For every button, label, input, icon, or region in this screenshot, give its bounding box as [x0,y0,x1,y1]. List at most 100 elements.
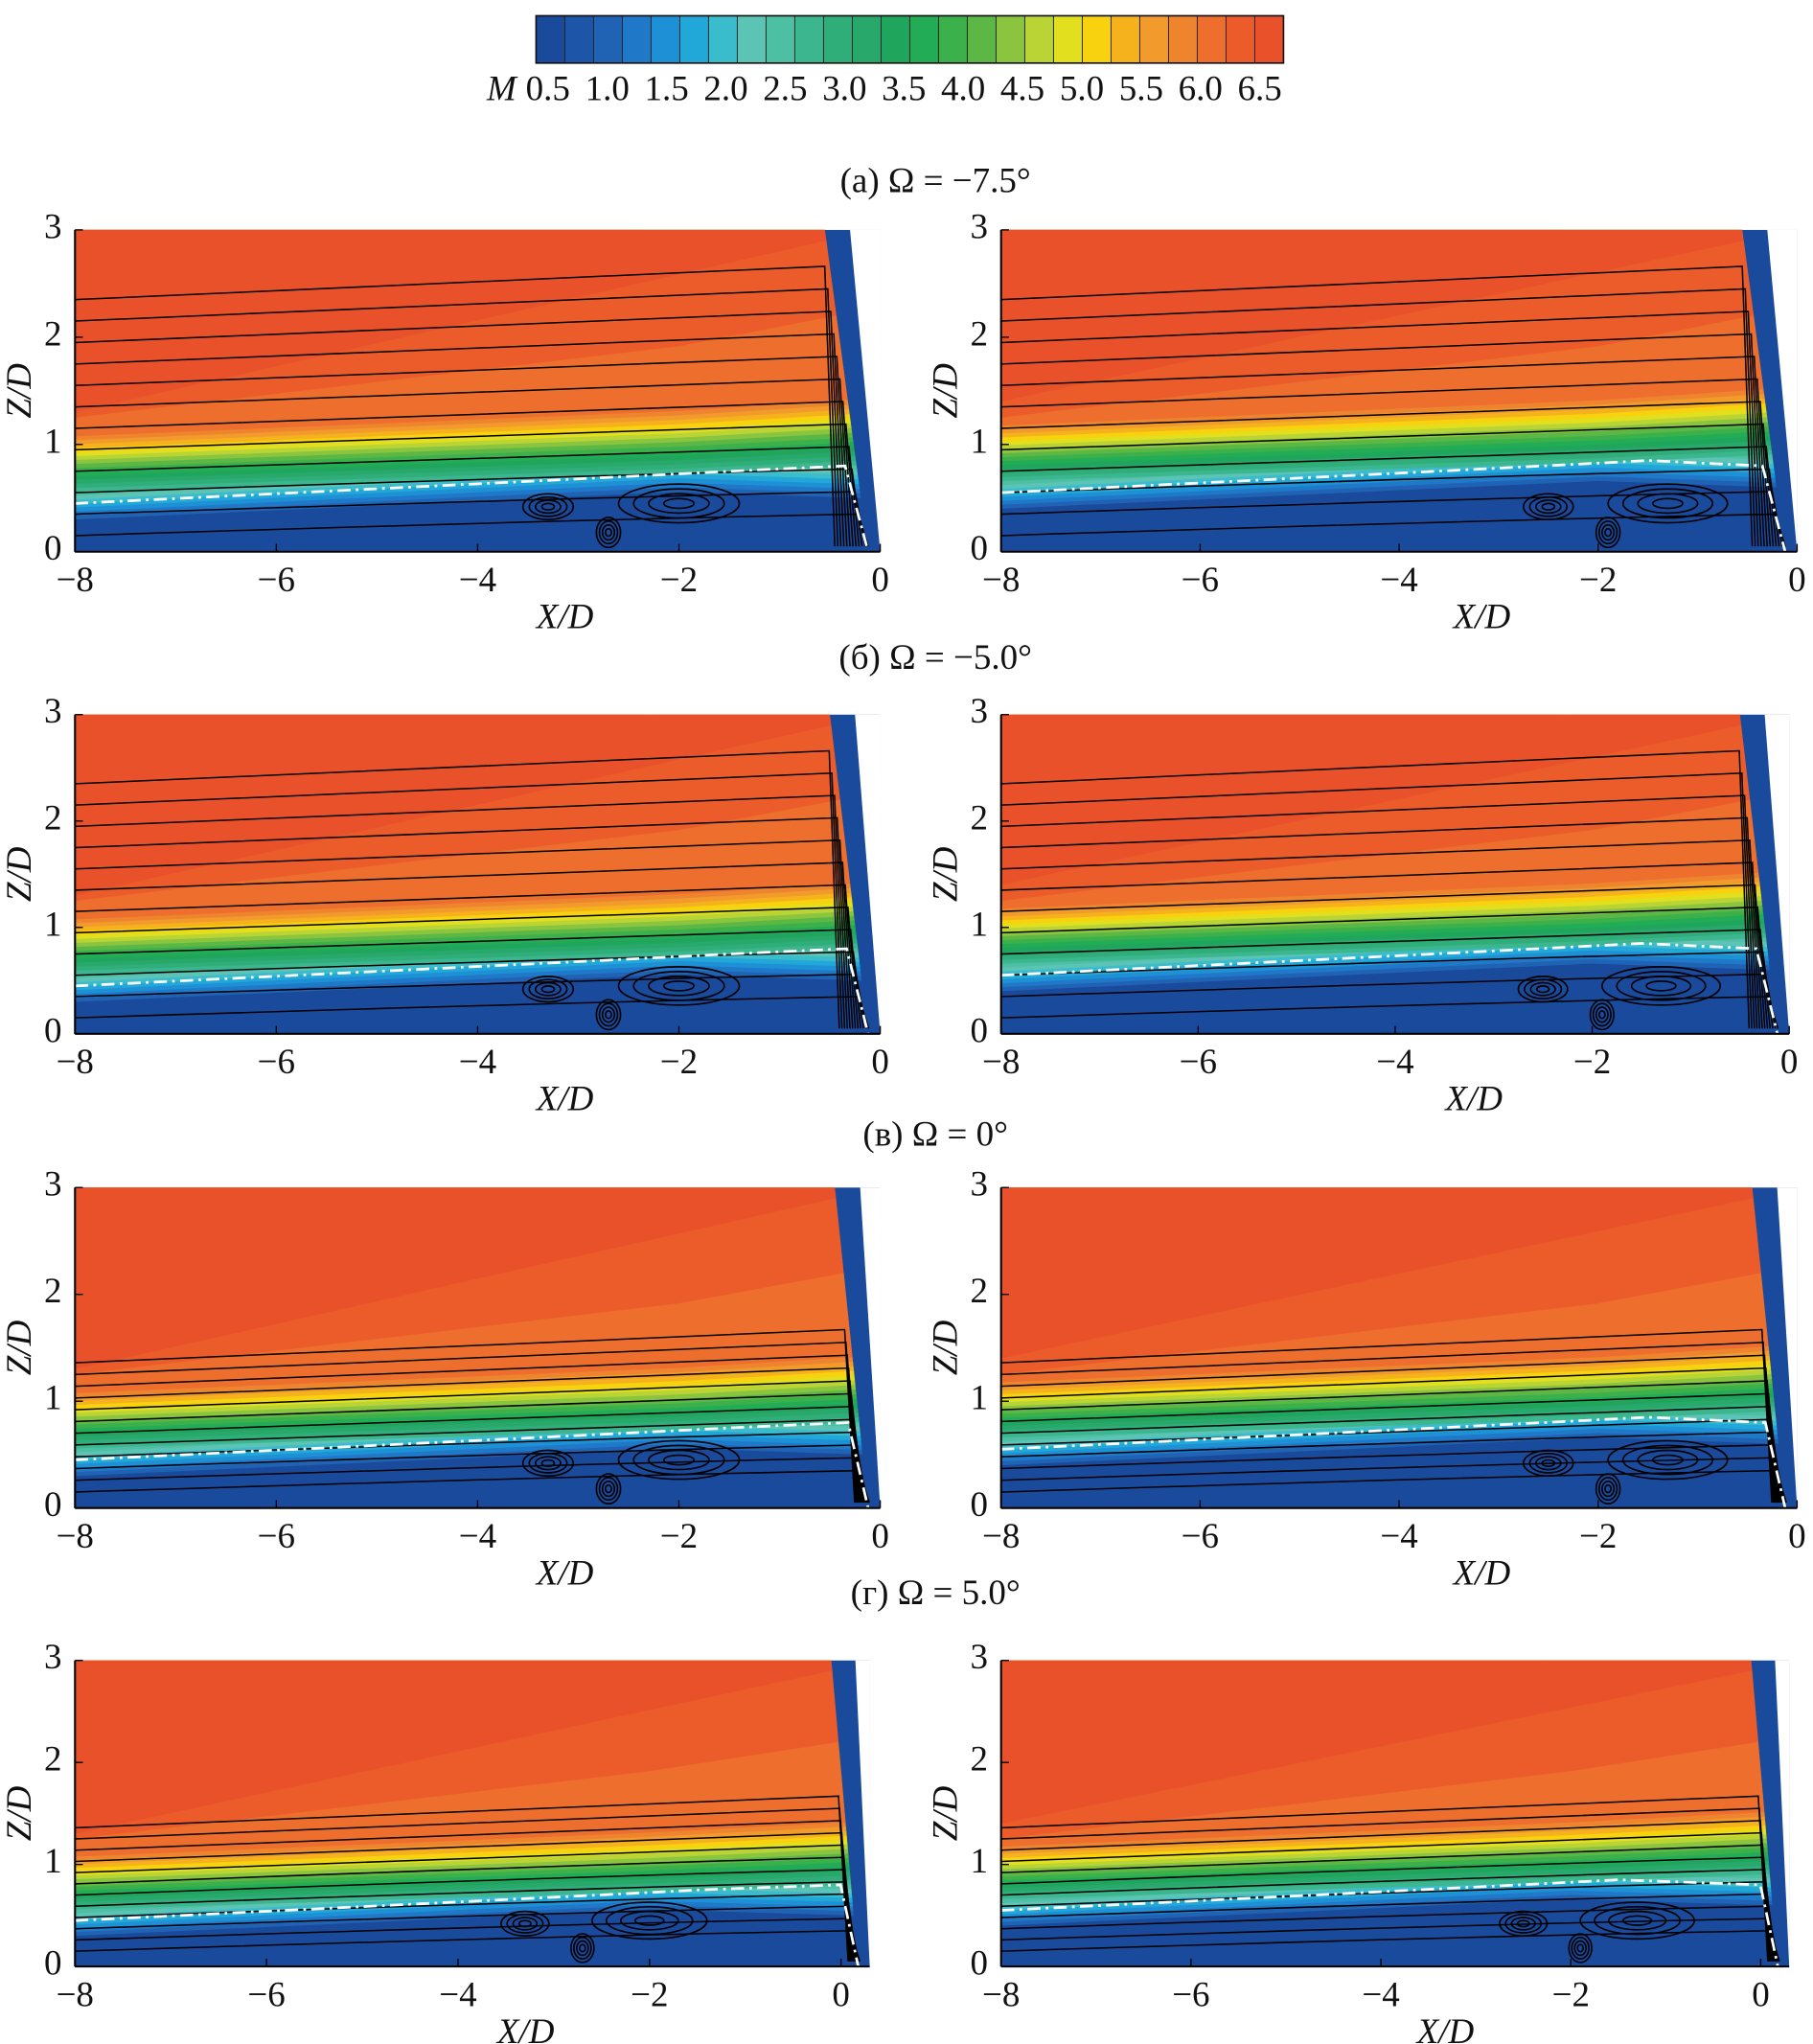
streamline [1000,884,1766,1029]
streamline [1000,1469,1787,1504]
x-tick-label: −6 [1182,1517,1219,1556]
wall [831,1660,870,1967]
y-tick-label: 3 [970,1165,987,1205]
x-tick-label: −2 [1573,1043,1611,1082]
colorbar-bin [737,15,767,63]
x-tick-label: −2 [1579,561,1617,600]
band [75,714,832,896]
x-axis-label: X/D [1452,1553,1511,1593]
vortex [535,981,562,997]
vortex [521,976,575,1003]
y-axis-label: Z/D [0,1320,39,1375]
vortex [1535,499,1562,515]
field [75,714,881,1034]
streamline [75,1380,861,1504]
vortex [535,1456,562,1471]
vortex [517,1919,532,1928]
streamline [1000,816,1758,1029]
streamline [75,1342,858,1504]
vortex [540,502,556,511]
contour-field [1000,1187,1798,1508]
vortex [1529,981,1556,997]
x-axis-label: X/D [535,1080,594,1119]
colorbar-bin [1197,15,1227,63]
x-axis-label: X/D [535,598,594,637]
streamline [1000,749,1751,1029]
y-tick-label: 2 [44,314,61,354]
y-tick-label: 2 [970,314,987,354]
colorbar-bin [1254,15,1284,63]
vortex [1571,1936,1590,1960]
colorbar-bin [1053,15,1083,63]
y-tick-label: 0 [44,1944,61,1984]
sonic-line [75,1421,870,1508]
panel-caption: (г) Ω = 5.0° [851,1573,1021,1613]
y-tick-label: 1 [44,1842,61,1881]
wall [1739,714,1790,1034]
x-tick-label: 0 [1752,1976,1770,2015]
colorbar-tick-label: 6.5 [1238,69,1282,108]
streamline [1000,861,1763,1029]
vortex [1568,1933,1593,1964]
band [1000,1187,1754,1359]
panel-caption: (б) Ω = −5.0° [838,638,1031,678]
vortex [632,488,725,519]
streamline [75,816,848,1029]
y-tick-label: 2 [970,1272,987,1311]
band [1000,714,1742,885]
colorbar-tick-label: 3.0 [822,69,866,108]
streamline [1000,378,1768,547]
colorbar-bin [766,15,795,63]
vortex [1604,1483,1613,1494]
x-tick-label: −6 [258,1517,295,1556]
vortex [1535,1456,1562,1471]
streamline [75,1880,857,1962]
streamline [75,1392,862,1504]
vortex [1579,1901,1695,1941]
vortex [528,1453,568,1474]
y-tick-label: 0 [970,1485,987,1525]
streamline [75,1795,849,1962]
sonic-line [75,1883,860,1967]
vortex [540,1458,556,1468]
vortex [1637,1449,1699,1471]
vortex [1621,488,1713,519]
vortex [1510,1917,1536,1931]
band [1000,229,1744,402]
vortex [662,1454,696,1466]
vortex [595,1473,622,1505]
wall [830,714,881,1034]
colorbar-bin [938,15,968,63]
colorbar-bin [536,15,565,63]
vortex [598,520,619,545]
colorbar-bin [1139,15,1169,63]
vortex [1499,1910,1549,1938]
contour-field [75,1660,870,1967]
vortex [1607,1439,1729,1481]
outside [850,229,881,552]
y-tick-label: 3 [44,1638,61,1677]
vortex [598,1002,619,1027]
colorbar-tick-label: 4.0 [941,69,985,108]
vortex [1528,1453,1569,1474]
wall [1742,229,1798,552]
x-axis-label: X/D [1443,1080,1503,1119]
vortex [1597,1010,1606,1020]
vortex [521,493,575,520]
streamline [1000,1431,1783,1504]
outside [855,714,881,1034]
y-axis-label: Z/D [0,846,39,902]
colorbar-bin [1082,15,1112,63]
colorbar-bin [679,15,709,63]
x-tick-label: −4 [459,1517,496,1556]
streamline [1000,951,1774,1029]
streamline [75,996,870,1029]
vortex [1616,971,1707,1001]
colorbar-tick-label: 4.5 [1000,69,1044,108]
vortex [579,1943,586,1953]
sonic-line [1000,459,1787,552]
vortex [591,1901,708,1941]
vortex [662,497,696,510]
streamline [1000,1880,1777,1962]
y-tick-label: 1 [970,1379,987,1418]
